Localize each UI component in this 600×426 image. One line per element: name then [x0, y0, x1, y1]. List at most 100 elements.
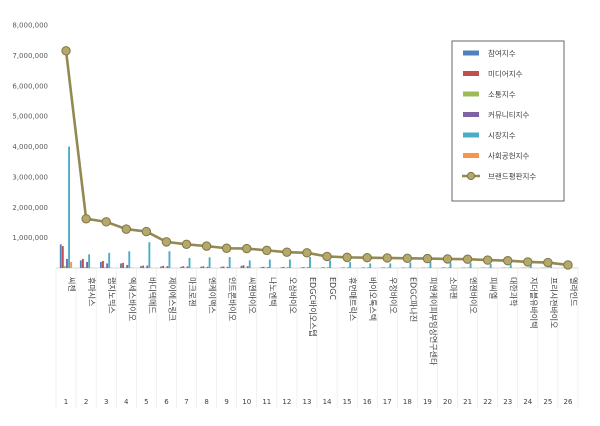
bar — [200, 266, 203, 268]
legend-swatch — [463, 132, 479, 138]
category-label: EDGC — [328, 277, 337, 300]
bar — [148, 242, 151, 268]
bar — [104, 267, 106, 268]
bar — [66, 258, 68, 268]
bar — [529, 264, 532, 268]
bar — [389, 263, 392, 268]
bar — [262, 266, 265, 268]
bar — [81, 258, 84, 268]
category-index-label: 24 — [523, 398, 532, 406]
bar — [369, 263, 372, 268]
category-label: 대한과학 — [509, 277, 519, 307]
bar — [146, 265, 149, 268]
category-labels: 씨젠 휴마시스 랩지노믹스 엑세스바이오 바디텍메드 제이에스링크 마크로젠 엔케이맥스 인트론… — [67, 277, 579, 366]
bar — [202, 266, 205, 268]
bar — [108, 252, 111, 268]
bar — [182, 266, 185, 268]
bar — [140, 266, 142, 268]
category-label: 피씨엘 — [489, 277, 499, 299]
category-index-label: 14 — [323, 398, 332, 406]
bar — [266, 267, 269, 268]
bar — [327, 267, 329, 268]
line-point — [402, 253, 413, 263]
line-point — [462, 254, 473, 264]
bar — [342, 267, 345, 268]
bar — [322, 267, 325, 268]
bar — [120, 263, 122, 268]
bar — [329, 260, 331, 268]
bar — [248, 260, 251, 268]
line-point — [242, 243, 252, 254]
bar — [429, 261, 432, 268]
category-index-label: 13 — [303, 398, 312, 406]
bar — [449, 262, 452, 268]
category-index-label: 19 — [423, 398, 432, 406]
bar — [142, 265, 145, 268]
category-label: 씨젠 — [67, 277, 76, 292]
bar — [124, 267, 127, 268]
category-index-label: 3 — [104, 398, 108, 406]
legend-label: 사회공헌지수 — [488, 152, 529, 161]
y-tick-label: 1,000,000 — [12, 234, 48, 242]
bar — [443, 267, 446, 268]
line-series-group — [61, 46, 573, 270]
bar — [106, 263, 109, 268]
bar — [128, 251, 131, 268]
category-label: 바이오톡스텍 — [368, 277, 378, 321]
bar — [228, 257, 231, 268]
bar — [61, 246, 64, 268]
category-label: 휴마시스 — [87, 277, 96, 306]
bar — [288, 259, 291, 268]
line-point — [81, 214, 91, 224]
category-label: 나노엔텍 — [268, 277, 278, 306]
legend-label: 브랜드평판지수 — [488, 171, 536, 181]
line-point — [322, 251, 332, 262]
category-label: 바디텍메드 — [147, 277, 157, 314]
bar — [166, 266, 169, 268]
line-point — [523, 257, 533, 267]
bar — [242, 265, 245, 268]
category-index-label: 5 — [144, 398, 148, 406]
bar — [84, 267, 86, 268]
legend-label: 커뮤니티지수 — [488, 111, 529, 120]
bar — [222, 266, 225, 268]
legend-label: 시장지수 — [488, 130, 516, 140]
bar — [300, 267, 303, 268]
legend-swatch — [463, 112, 479, 117]
category-index-label: 9 — [224, 398, 228, 406]
bar — [63, 266, 66, 268]
category-index-label: 6 — [164, 398, 169, 406]
bar — [260, 267, 263, 268]
category-label: 엑세스바이오 — [127, 277, 137, 321]
bar — [268, 259, 271, 268]
category-index-label: 12 — [282, 398, 291, 406]
bar — [509, 264, 512, 268]
category-label: EDGC바이오스텝 — [308, 277, 318, 337]
bar — [286, 267, 289, 268]
bar — [306, 267, 309, 268]
y-tick-label: 3,000,000 — [12, 173, 48, 181]
category-index-label: 25 — [543, 398, 552, 406]
line-point — [382, 253, 392, 263]
line-point — [422, 253, 433, 264]
category-label: 인트론바이오 — [228, 277, 238, 321]
bar — [86, 261, 88, 268]
bar — [160, 266, 163, 268]
category-index-label: 11 — [262, 398, 271, 406]
legend-marker — [466, 171, 476, 181]
legend-swatch — [463, 71, 479, 76]
line-point — [201, 241, 212, 251]
category-label: 제이에스링크 — [167, 277, 177, 321]
line-point — [503, 256, 513, 266]
line-point — [101, 217, 111, 227]
category-label: 오상바이오 — [288, 277, 298, 314]
line-point — [302, 248, 312, 258]
legend-swatch — [463, 91, 479, 97]
bar — [102, 261, 104, 268]
bar — [309, 257, 311, 268]
line-point — [61, 46, 71, 56]
category-label: EDGC파나진 — [408, 277, 418, 322]
line-point — [161, 237, 172, 247]
bar — [126, 264, 129, 268]
